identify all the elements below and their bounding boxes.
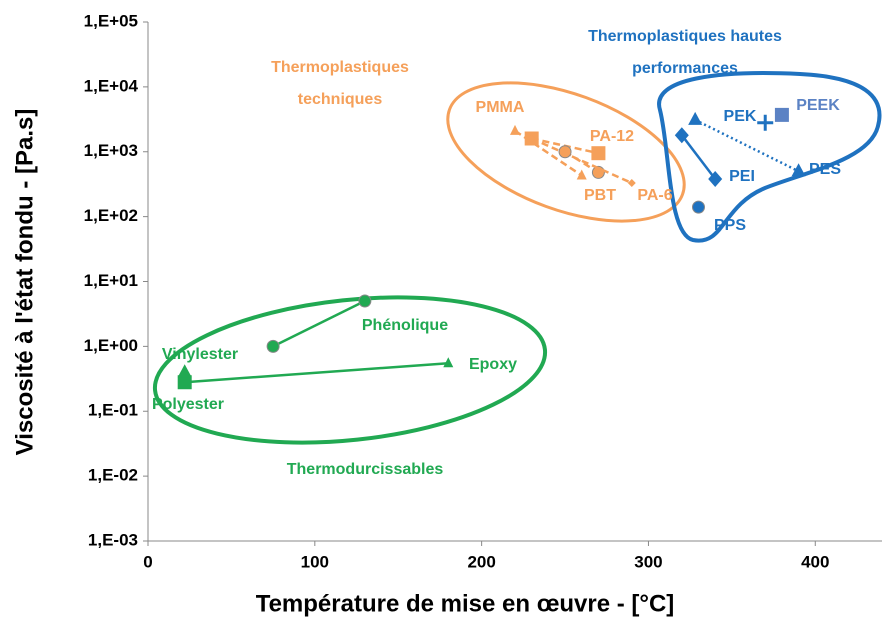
- marker: [688, 111, 703, 125]
- point-label: PA-6: [637, 187, 672, 204]
- marker: [177, 364, 192, 378]
- marker: [443, 357, 454, 368]
- marker: [591, 146, 606, 161]
- series-line: [564, 150, 600, 174]
- y-tick-label: 1,E+00: [84, 336, 138, 355]
- x-tick-label: 100: [301, 552, 329, 571]
- point-label: PMMA: [476, 99, 525, 116]
- marker: [591, 165, 605, 179]
- y-tick-label: 1,E-03: [88, 530, 138, 549]
- group-label: Thermoplastiques hautes: [588, 28, 782, 45]
- marker: [527, 134, 536, 143]
- point-label: PPS: [714, 217, 746, 234]
- marker: [627, 178, 636, 187]
- marker: [674, 127, 689, 144]
- x-tick-label: 0: [143, 552, 152, 571]
- y-tick-label: 1,E-02: [88, 466, 138, 485]
- y-tick-label: 1,E+04: [84, 76, 139, 95]
- series-line: [184, 361, 449, 384]
- group-outline: [657, 71, 882, 243]
- point-label: PEI: [729, 168, 755, 185]
- group-label: Thermoplastiques: [271, 59, 409, 76]
- marker: [358, 294, 372, 308]
- y-tick-label: 1,E-01: [88, 401, 138, 420]
- point-label: PEEK: [796, 97, 840, 114]
- series-line: [531, 137, 633, 185]
- group-outline: [446, 81, 686, 223]
- point-label: PBT: [584, 187, 616, 204]
- point-label: Vinylester: [162, 346, 238, 363]
- group-outline: [152, 295, 548, 445]
- marker: [576, 169, 587, 180]
- point-label: Phénolique: [362, 317, 448, 334]
- y-tick-label: 1,E+02: [84, 206, 138, 225]
- y-tick-label: 1,E+05: [84, 11, 138, 30]
- x-axis-title: Température de mise en œuvre - [°C]: [256, 590, 675, 617]
- series-line: [694, 118, 800, 173]
- x-tick-label: 400: [801, 552, 829, 571]
- group-label: Thermodurcissables: [287, 461, 444, 478]
- marker: [774, 107, 789, 122]
- x-tick-label: 300: [634, 552, 662, 571]
- group-label: techniques: [298, 91, 383, 108]
- point-label: Polyester: [152, 396, 224, 413]
- marker: [558, 145, 572, 159]
- series-line: [272, 299, 366, 348]
- y-tick-label: 1,E+01: [84, 271, 138, 290]
- marker: [266, 339, 280, 353]
- marker: [177, 375, 192, 390]
- series-line: [680, 134, 717, 180]
- point-label: PA-12: [590, 128, 634, 145]
- marker: [757, 114, 774, 131]
- x-tick-label: 200: [467, 552, 495, 571]
- marker: [510, 124, 520, 135]
- marker: [708, 171, 723, 188]
- point-label: PEK: [724, 108, 757, 125]
- point-label: Epoxy: [469, 356, 517, 373]
- marker: [791, 163, 806, 177]
- y-axis-title: Viscosité à l'état fondu - [Pa.s]: [11, 109, 38, 456]
- marker: [692, 200, 705, 214]
- y-tick-label: 1,E+03: [84, 141, 138, 160]
- group-label: performances: [632, 60, 738, 77]
- point-label: PES: [809, 161, 841, 178]
